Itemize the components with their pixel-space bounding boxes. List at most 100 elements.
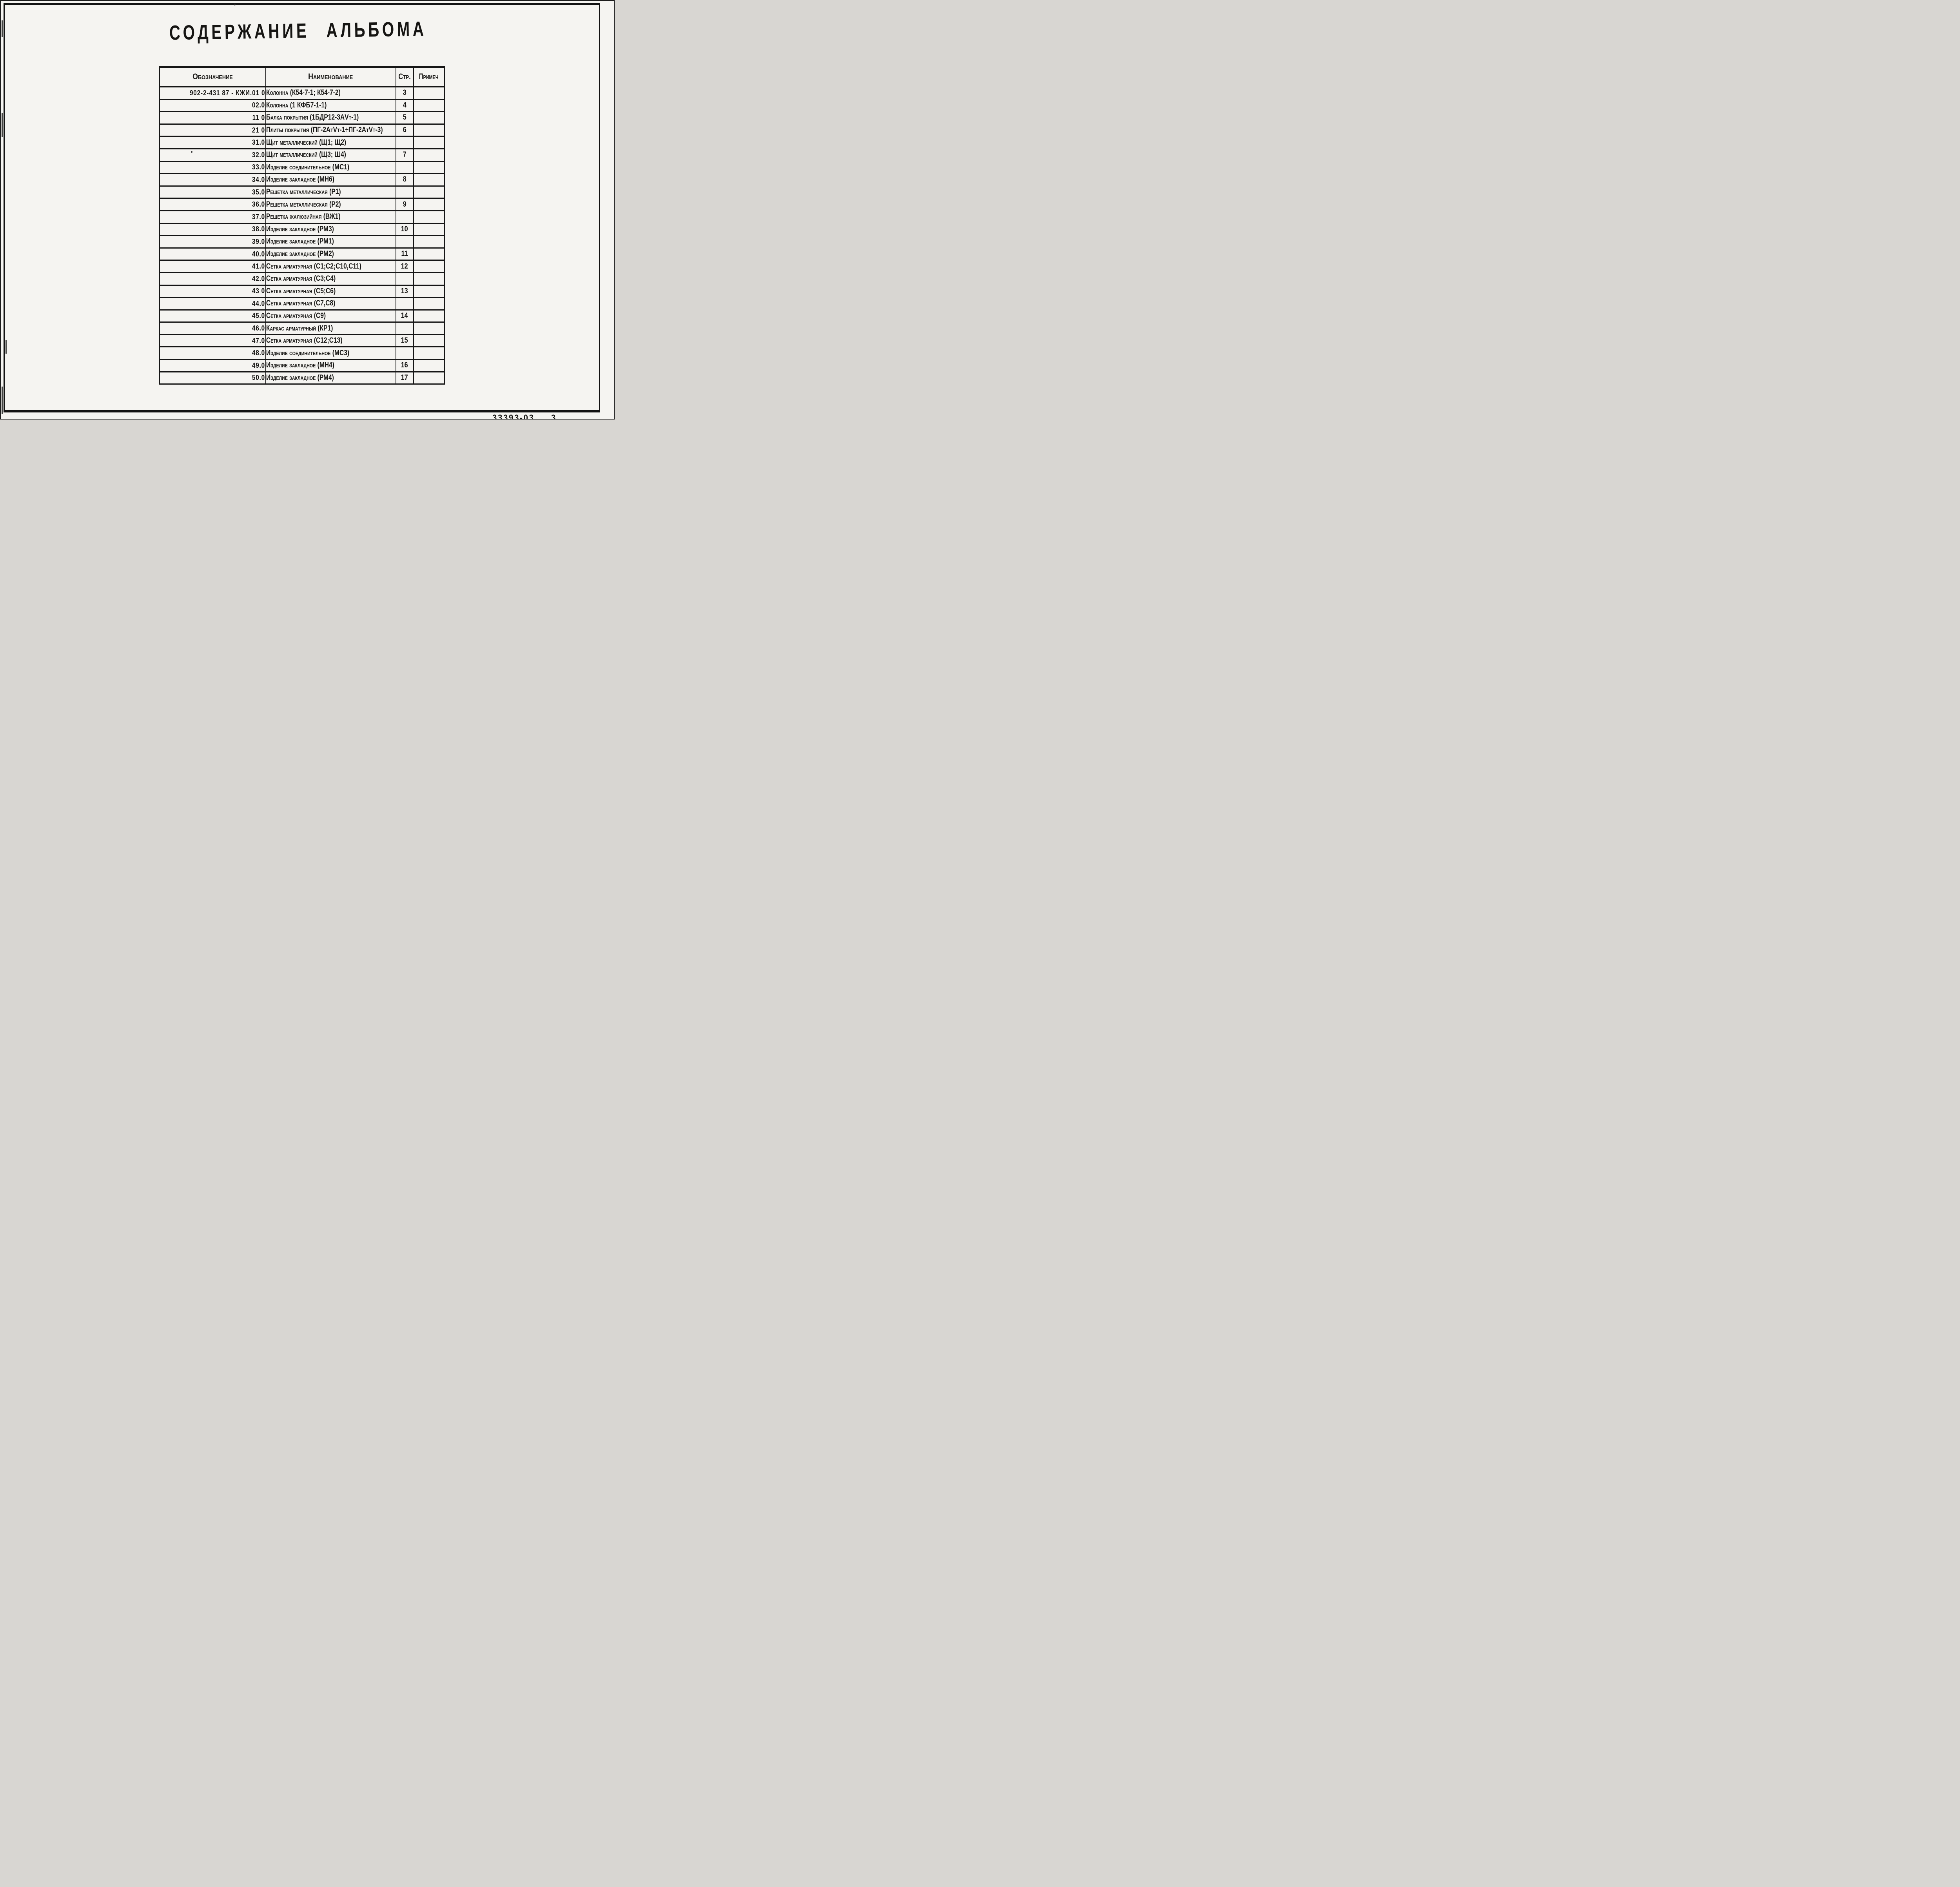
header-note: Примеч	[413, 66, 445, 87]
cell-designation: 40.0	[159, 247, 266, 261]
table-row: 42.0 Сетка арматурная (С3;С4)	[159, 272, 445, 286]
cell-designation: 02.0	[159, 98, 266, 113]
cell-name: Плиты покрытия (ПГ-2АтV̅т-1÷ПГ-2АтV̅т-3)	[265, 123, 396, 137]
cell-note	[413, 148, 445, 162]
stamp-number: 33393-03	[492, 413, 535, 420]
table-row: 36.0 Решетка металлическая (Р2) 9	[159, 198, 445, 211]
table-row: 47.0 Сетка арматурная (С12;С13) 15	[159, 334, 445, 348]
cell-page: 10	[395, 222, 414, 236]
cell-note	[413, 284, 445, 298]
table-row: 45.0 Сетка арматурная (С9) 14	[159, 309, 445, 323]
cell-page: 8	[395, 173, 414, 187]
cell-note	[413, 334, 445, 348]
cell-designation: 50.0	[159, 371, 266, 385]
cell-name: Изделие закладное (РМ4)	[265, 371, 396, 385]
cell-note	[413, 371, 445, 385]
header-name: Наименование	[265, 66, 396, 87]
cell-designation: 902-2-431 87 - КЖИ.01 0	[159, 86, 266, 100]
cell-page	[395, 235, 414, 249]
cell-page	[395, 160, 414, 174]
cell-designation: 43 0	[159, 284, 266, 298]
cell-note	[413, 111, 445, 125]
cell-designation: 47.0	[159, 334, 266, 348]
cell-note	[413, 235, 445, 249]
contents-table: Обозначение Наименование Стр. Примеч 902…	[159, 66, 445, 385]
cell-designation: 33.0	[159, 160, 266, 174]
table-row: 11 0 Балка покрытия (1БДР12-3АVт-1) 5	[159, 111, 445, 125]
table-row: 34.0 Изделие закладное (МН6) 8	[159, 173, 445, 187]
table-row: 41.0 Сетка арматурная (С1;С2;С10,С11) 12	[159, 260, 445, 273]
table-row: 33.0 Изделие соединительное (МС1)	[159, 160, 445, 174]
cell-name: Колонна (1 КФБ7-1-1)	[265, 98, 396, 113]
cell-designation: 32.0	[159, 148, 266, 162]
table-row: 50.0 Изделие закладное (РМ4) 17	[159, 371, 445, 385]
cell-name: Щит металлический (Щ3; Ш4)	[265, 148, 396, 162]
cell-note	[413, 173, 445, 187]
cell-designation: 39.0	[159, 235, 266, 249]
cell-name: Сетка арматурная (С9)	[265, 309, 396, 323]
cell-page	[395, 321, 414, 335]
cell-note	[413, 309, 445, 323]
scan-artifact	[234, 4, 236, 5]
cell-note	[413, 185, 445, 199]
cell-name: Решетка жалюзийная (ВЖ1)	[265, 210, 396, 224]
cell-page: 16	[395, 359, 414, 372]
cell-page	[395, 136, 414, 149]
scan-artifact	[2, 20, 3, 37]
cell-note	[413, 210, 445, 224]
cell-note	[413, 247, 445, 261]
cell-designation: 11 0	[159, 111, 266, 125]
page-title: СОДЕРЖАНИЕ АЛЬБОМА	[169, 17, 427, 44]
table-row: 31.0 Щит металлический (Щ1; Щ2)	[159, 136, 445, 149]
cell-note	[413, 272, 445, 286]
cell-designation: 21 0	[159, 123, 266, 137]
cell-designation: 45.0	[159, 309, 266, 323]
cell-note	[413, 136, 445, 149]
cell-designation: 46.0	[159, 321, 266, 335]
cell-designation: 41.0	[159, 260, 266, 273]
cell-page: 11	[395, 247, 414, 261]
cell-name: Изделие закладное (МН4)	[265, 359, 396, 372]
cell-designation: 38.0	[159, 222, 266, 236]
table-row: 46.0 Каркас арматурный (КР1)	[159, 321, 445, 335]
cell-name: Сетка арматурная (С12;С13)	[265, 334, 396, 348]
cell-name: Сетка арматурная (С7,С8)	[265, 297, 396, 311]
cell-note	[413, 198, 445, 211]
cell-name: Сетка арматурная (С3;С4)	[265, 272, 396, 286]
cell-page	[395, 297, 414, 311]
cell-name: Колонна (К54-7-1; К54-7-2)	[265, 86, 396, 100]
cell-note	[413, 123, 445, 137]
cell-page: 15	[395, 334, 414, 348]
cell-designation: 42.0	[159, 272, 266, 286]
cell-designation: 35.0	[159, 185, 266, 199]
cell-name: Изделие соединительное (МС1)	[265, 160, 396, 174]
table-row: 40.0 Изделие закладное (РМ2) 11	[159, 247, 445, 261]
cell-designation: 34.0	[159, 173, 266, 187]
scan-artifact	[2, 387, 3, 414]
cell-name: Изделие закладное (РМ1)	[265, 235, 396, 249]
cell-page: 4	[395, 98, 414, 113]
cell-page	[395, 272, 414, 286]
cell-name: Балка покрытия (1БДР12-3АVт-1)	[265, 111, 396, 125]
cell-note	[413, 86, 445, 100]
scan-artifact	[5, 340, 7, 354]
cell-name: Каркас арматурный (КР1)	[265, 321, 396, 335]
contents-table-wrapper: Обозначение Наименование Стр. Примеч 902…	[159, 66, 445, 385]
scan-artifact	[2, 113, 3, 137]
table-row: 902-2-431 87 - КЖИ.01 0 Колонна (К54-7-1…	[159, 86, 445, 100]
cell-page: 3	[395, 86, 414, 100]
table-row: 48.0 Изделие соединительное (МС3)	[159, 346, 445, 360]
header-designation: Обозначение	[159, 66, 266, 87]
table-row: 44.0 Сетка арматурная (С7,С8)	[159, 297, 445, 311]
stamp-page-number: 3	[551, 413, 557, 420]
cell-designation: 49.0	[159, 359, 266, 372]
cell-designation: 48.0	[159, 346, 266, 360]
cell-page: 17	[395, 371, 414, 385]
table-row: 32.0 Щит металлический (Щ3; Ш4) 7	[159, 148, 445, 162]
cell-note	[413, 160, 445, 174]
table-row: 37.0 Решетка жалюзийная (ВЖ1)	[159, 210, 445, 224]
table-row: 39.0 Изделие закладное (РМ1)	[159, 235, 445, 249]
cell-page: 5	[395, 111, 414, 125]
cell-name: Сетка арматурная (С1;С2;С10,С11)	[265, 260, 396, 273]
cell-page	[395, 346, 414, 360]
